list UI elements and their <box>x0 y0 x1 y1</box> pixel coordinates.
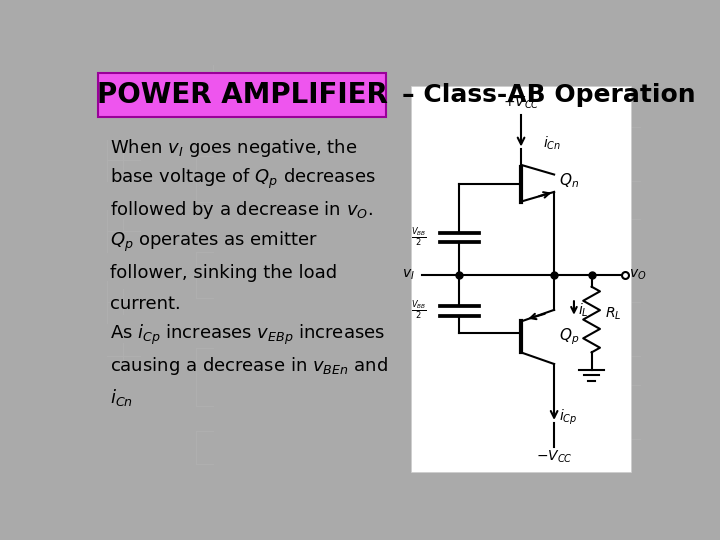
Text: $v_O$: $v_O$ <box>629 268 647 282</box>
Text: $i_{Cn}$: $i_{Cn}$ <box>109 387 132 408</box>
Text: $R_L$: $R_L$ <box>605 306 621 322</box>
Text: base voltage of $Q_p$ decreases: base voltage of $Q_p$ decreases <box>109 167 375 191</box>
Text: $+V_{CC}$: $+V_{CC}$ <box>503 95 539 111</box>
Text: $Q_p$: $Q_p$ <box>559 327 579 347</box>
Text: $Q_p$ operates as emitter: $Q_p$ operates as emitter <box>109 230 318 254</box>
Text: follower, sinking the load: follower, sinking the load <box>109 264 337 282</box>
Text: followed by a decrease in $v_O$.: followed by a decrease in $v_O$. <box>109 199 372 221</box>
Text: $i_{Cn}$: $i_{Cn}$ <box>543 134 562 152</box>
Text: POWER AMPLIFIER: POWER AMPLIFIER <box>96 81 387 109</box>
Text: When $v_I$ goes negative, the: When $v_I$ goes negative, the <box>109 137 357 159</box>
Text: $Q_n$: $Q_n$ <box>559 171 579 190</box>
Text: $v_I$: $v_I$ <box>402 268 415 282</box>
Text: current.: current. <box>109 295 180 313</box>
Text: causing a decrease in $v_{BEn}$ and: causing a decrease in $v_{BEn}$ and <box>109 355 387 377</box>
Text: As $i_{Cp}$ increases $v_{EBp}$ increases: As $i_{Cp}$ increases $v_{EBp}$ increase… <box>109 323 384 347</box>
Bar <box>99 73 386 117</box>
Text: $i_{Cp}$: $i_{Cp}$ <box>559 407 577 427</box>
Text: – Class-AB Operation: – Class-AB Operation <box>402 83 696 107</box>
Text: $\frac{V_{BB}}{2}$: $\frac{V_{BB}}{2}$ <box>411 226 427 249</box>
Text: $-V_{CC}$: $-V_{CC}$ <box>536 449 572 465</box>
Text: $i_L$: $i_L$ <box>578 301 589 319</box>
Bar <box>411 85 631 472</box>
Text: $\frac{V_{BB}}{2}$: $\frac{V_{BB}}{2}$ <box>411 299 427 322</box>
